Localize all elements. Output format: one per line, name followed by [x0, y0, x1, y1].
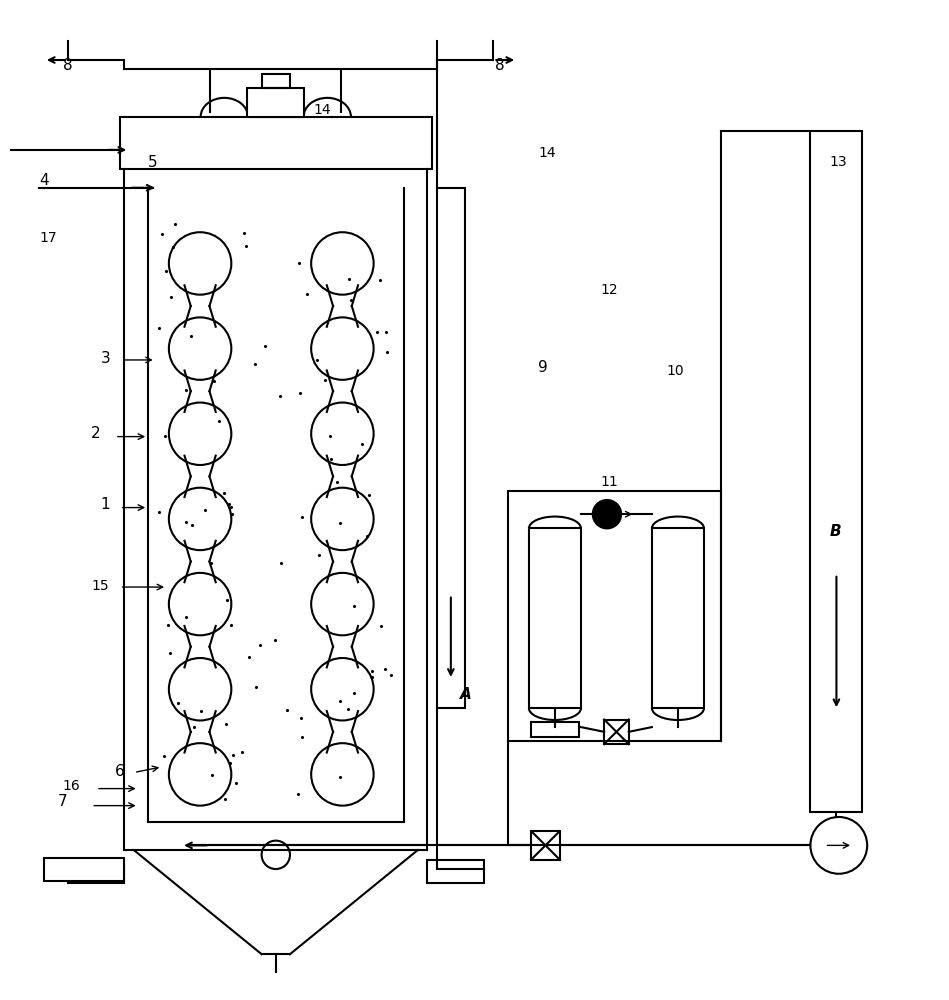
Text: 17: 17: [39, 231, 57, 245]
Bar: [605, 720, 629, 744]
Bar: [262, 978, 290, 997]
Text: 14: 14: [539, 146, 556, 160]
Bar: [44, 858, 124, 881]
Bar: [120, 117, 432, 169]
Text: A: A: [460, 687, 472, 702]
Text: 7: 7: [58, 794, 67, 809]
Text: 15: 15: [91, 579, 109, 593]
Text: 2: 2: [91, 426, 101, 441]
Bar: [508, 491, 720, 741]
Bar: [248, 88, 305, 117]
Text: 4: 4: [39, 173, 48, 188]
Text: 1: 1: [101, 497, 110, 512]
Text: 12: 12: [601, 283, 618, 297]
Bar: [427, 860, 484, 883]
Text: 16: 16: [63, 779, 81, 793]
Text: 9: 9: [538, 360, 548, 375]
Bar: [529, 528, 581, 708]
Bar: [437, 188, 465, 708]
Text: 6: 6: [115, 764, 124, 779]
Bar: [531, 831, 560, 860]
Text: 3: 3: [101, 351, 110, 366]
Text: 14: 14: [313, 103, 331, 117]
Bar: [262, 74, 290, 88]
Text: B: B: [829, 524, 841, 539]
Bar: [531, 722, 579, 737]
Text: 8: 8: [495, 58, 505, 73]
Bar: [810, 131, 863, 812]
Text: 13: 13: [829, 155, 847, 169]
Text: 11: 11: [601, 475, 618, 489]
Text: 5: 5: [148, 155, 158, 170]
Text: 10: 10: [666, 364, 684, 378]
Text: 8: 8: [63, 58, 72, 73]
Circle shape: [593, 500, 622, 528]
Bar: [67, 860, 124, 883]
Bar: [652, 528, 704, 708]
